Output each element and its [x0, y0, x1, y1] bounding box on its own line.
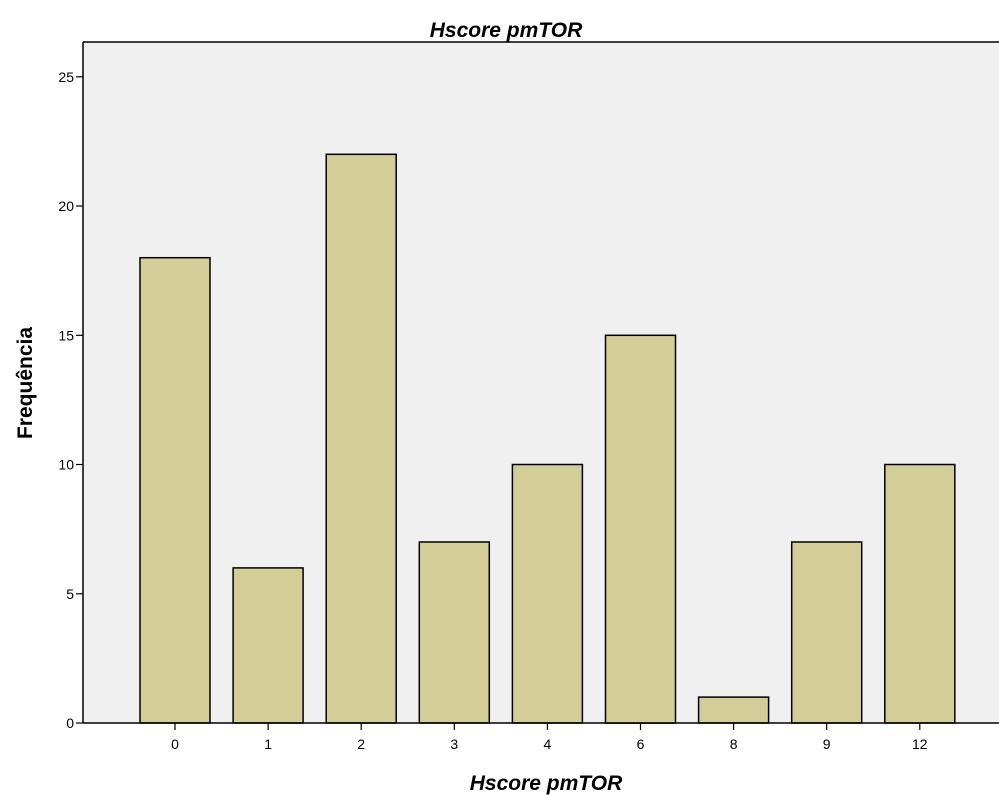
y-tick-label-15: 15 — [58, 327, 74, 343]
y-tick-label-10: 10 — [58, 457, 74, 473]
bar-2 — [325, 153, 397, 724]
y-axis-title: Frequência — [14, 327, 37, 439]
bar-4 — [511, 463, 584, 724]
bars-group — [139, 153, 956, 724]
x-tick-label-1: 1 — [264, 736, 272, 752]
y-tick-label-25: 25 — [58, 69, 74, 85]
x-ticks-group: 0 1 2 3 4 6 8 9 12 — [171, 723, 928, 752]
bar-9 — [790, 541, 863, 724]
x-axis-title: Hscore pmTOR — [470, 772, 623, 795]
y-tick-label-5: 5 — [66, 586, 74, 602]
y-tick-label-0: 0 — [66, 715, 74, 731]
bar-0 — [139, 256, 211, 724]
x-tick-label-6: 6 — [637, 736, 645, 752]
bar-8 — [697, 696, 770, 724]
x-tick-label-12: 12 — [912, 736, 928, 752]
bar-1 — [232, 567, 304, 724]
y-ticks-group: 0 5 10 15 20 25 — [58, 69, 83, 731]
bar-6 — [604, 334, 677, 724]
bar-12 — [884, 463, 956, 724]
x-tick-label-3: 3 — [450, 736, 458, 752]
x-tick-label-4: 4 — [544, 736, 552, 752]
bar-3 — [418, 541, 491, 724]
x-tick-label-8: 8 — [730, 736, 738, 752]
chart-title: Hscore pmTOR — [430, 19, 583, 42]
x-tick-label-0: 0 — [171, 736, 179, 752]
x-tick-label-9: 9 — [823, 736, 831, 752]
y-tick-label-20: 20 — [58, 198, 74, 214]
x-tick-label-2: 2 — [357, 736, 365, 752]
